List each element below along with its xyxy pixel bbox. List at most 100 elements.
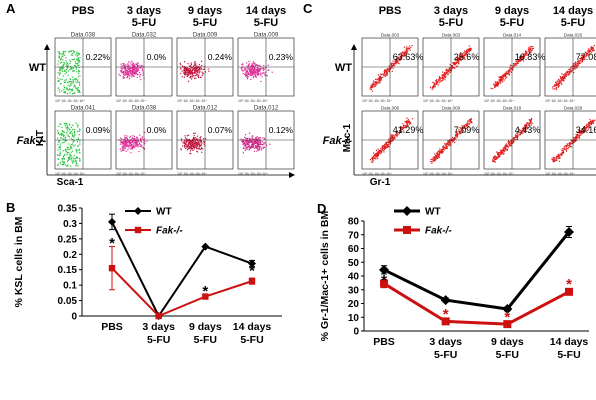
- dot: [563, 151, 565, 153]
- dot: [77, 54, 79, 56]
- dot: [518, 59, 520, 61]
- dot: [495, 157, 498, 159]
- legend-label: Fak-/-: [425, 226, 452, 237]
- dot: [255, 145, 257, 147]
- dot: [507, 148, 509, 150]
- dot: [381, 150, 383, 152]
- dot: [242, 141, 244, 143]
- dot: [70, 126, 72, 128]
- dot: [524, 50, 527, 53]
- dot: [259, 65, 261, 67]
- dot: [252, 71, 254, 73]
- dot: [567, 144, 569, 147]
- dot: [561, 83, 563, 86]
- dot: [568, 73, 570, 75]
- dot: [396, 130, 398, 132]
- dot: [126, 138, 128, 141]
- dot: [582, 132, 585, 134]
- dot: [525, 124, 527, 127]
- dot: [190, 65, 192, 67]
- dot: [463, 125, 466, 128]
- dot: [576, 135, 578, 137]
- dot: [141, 137, 143, 139]
- dot: [121, 138, 123, 140]
- dot: [378, 79, 380, 81]
- file-label: Data.012: [193, 106, 218, 112]
- dot: [527, 124, 529, 126]
- dot: [124, 141, 126, 143]
- dot: [58, 53, 60, 55]
- dot: [386, 71, 388, 73]
- dot: [135, 68, 137, 70]
- dot: [123, 141, 125, 143]
- dot: [248, 70, 251, 72]
- dot: [79, 128, 81, 130]
- dot: [452, 141, 454, 143]
- dot: [75, 81, 77, 83]
- dot: [439, 148, 441, 150]
- dot: [72, 54, 74, 56]
- dot: [524, 131, 526, 133]
- dot: [444, 75, 446, 77]
- dot: [516, 136, 518, 138]
- dot: [78, 149, 80, 152]
- dot: [79, 143, 81, 145]
- dot: [396, 133, 398, 135]
- dot: [578, 130, 580, 132]
- dot: [509, 144, 511, 146]
- genotype-label: WT: [29, 62, 46, 74]
- dot: [203, 68, 205, 70]
- dot: [77, 139, 79, 141]
- x-tick-label: 3 days: [429, 336, 462, 348]
- dot: [76, 79, 78, 81]
- dot: [197, 151, 199, 153]
- dot: [250, 65, 252, 67]
- dot: [75, 149, 77, 151]
- dot: [564, 74, 566, 76]
- dot: [450, 65, 452, 67]
- dot: [267, 64, 269, 66]
- dot: [581, 128, 583, 130]
- dot: [555, 84, 557, 86]
- dot: [130, 142, 132, 145]
- dot: [382, 76, 384, 78]
- dot: [517, 59, 519, 61]
- dot: [201, 151, 203, 153]
- dot: [393, 138, 395, 140]
- dot: [181, 145, 184, 147]
- dot: [185, 67, 188, 69]
- dot: [396, 61, 398, 63]
- dot: [124, 143, 127, 145]
- dot: [433, 82, 435, 84]
- dot: [371, 83, 373, 85]
- dot: [253, 139, 255, 141]
- dot: [570, 70, 573, 72]
- dot: [441, 148, 443, 150]
- dot: [75, 68, 77, 70]
- dot: [127, 63, 129, 65]
- dot: [584, 57, 586, 59]
- dot: [195, 77, 197, 79]
- dot: [78, 59, 80, 61]
- dot: [261, 73, 263, 75]
- dot: [505, 146, 507, 148]
- dot: [498, 152, 500, 154]
- dot: [256, 142, 258, 144]
- dot: [189, 143, 191, 145]
- dot: [63, 52, 65, 54]
- dot: [567, 143, 569, 145]
- condition-label: 3 days: [434, 5, 468, 17]
- dot: [124, 74, 126, 76]
- dot: [526, 126, 528, 128]
- dot: [391, 136, 393, 138]
- file-label: Data.006: [381, 106, 400, 111]
- dot: [402, 53, 404, 55]
- dot: [130, 68, 132, 70]
- dot: [248, 65, 250, 67]
- dot: [516, 136, 519, 139]
- dot: [66, 133, 68, 135]
- dot: [183, 66, 185, 68]
- dot: [371, 156, 373, 159]
- dot: [433, 157, 435, 159]
